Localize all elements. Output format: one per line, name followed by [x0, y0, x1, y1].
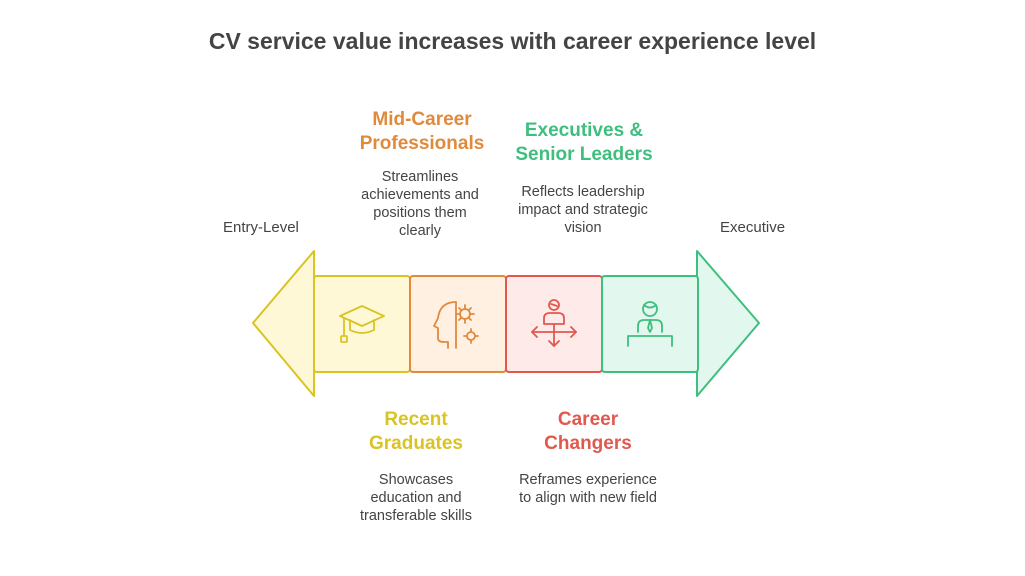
stage-heading-career-changers: Career Changers — [544, 409, 632, 454]
stage-description-executives: Reflects leadership impact and strategic… — [518, 184, 648, 236]
person-crossroads-icon — [531, 299, 577, 347]
stage-description-career-changers: Reframes experience to align with new fi… — [519, 472, 657, 506]
axis-end-label: Executive — [720, 219, 786, 236]
stage-heading-recent-graduates: Recent Graduates — [369, 409, 463, 454]
stage-segment-mid-career — [409, 275, 507, 373]
stage-description-recent-graduates: Showcases education and transferable ski… — [359, 472, 472, 524]
stage-heading-executives: Executives & Senior Leaders — [515, 120, 653, 165]
stage-segment-recent-graduates — [313, 275, 411, 373]
arrow-head-left — [252, 250, 315, 397]
stage-segment-executives — [601, 275, 699, 373]
arrow-head-right — [696, 250, 760, 397]
diagram-title: CV service value increases with career e… — [208, 28, 817, 54]
axis-start-label: Entry-Level — [223, 219, 299, 236]
graduation-cap-icon — [339, 305, 385, 343]
stage-heading-mid-career: Mid-Career Professionals — [359, 109, 485, 154]
head-gears-icon — [433, 301, 479, 349]
executive-at-desk-icon — [627, 301, 673, 347]
stage-description-mid-career: Streamlines achievements and positions t… — [361, 169, 479, 239]
